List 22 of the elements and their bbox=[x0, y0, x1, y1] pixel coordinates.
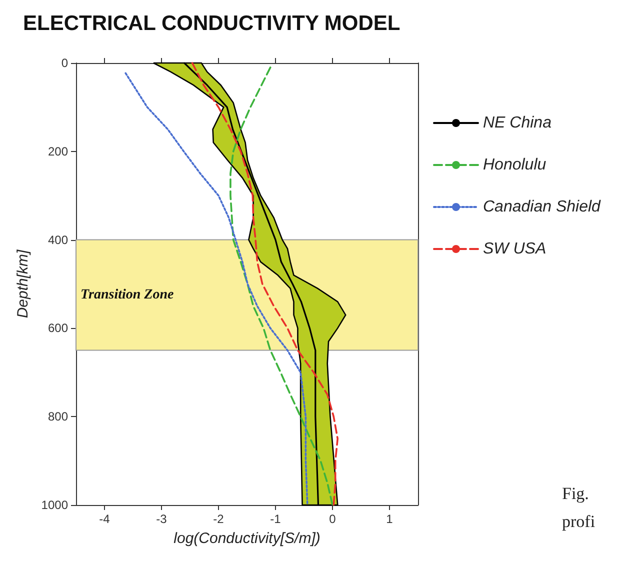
y-tick-label: 1000 bbox=[41, 498, 68, 512]
x-tick-label: -1 bbox=[270, 512, 282, 526]
y-tick-label: 200 bbox=[48, 144, 68, 158]
y-tick-label: 0 bbox=[61, 56, 68, 70]
x-tick-label: 1 bbox=[386, 512, 394, 526]
y-axis-title: Depth[km] bbox=[14, 248, 32, 318]
legend-label: NE China bbox=[483, 114, 552, 132]
chart-title: ELECTRICAL CONDUCTIVITY MODEL bbox=[23, 12, 400, 35]
band-label: Transition Zone bbox=[80, 288, 174, 303]
legend-label: Honolulu bbox=[483, 156, 546, 174]
legend-label: Canadian Shield bbox=[483, 198, 602, 216]
x-axis-title: log(Conductivity[S/m]) bbox=[174, 530, 320, 547]
y-tick-label: 600 bbox=[48, 321, 68, 336]
legend-label: SW USA bbox=[483, 240, 546, 258]
x-tick-label: 0 bbox=[329, 512, 336, 526]
y-tick-label: 400 bbox=[48, 232, 68, 247]
text: Fig. bbox=[562, 484, 589, 504]
x-tick-label: -3 bbox=[156, 512, 168, 526]
y-tick-label: 800 bbox=[48, 410, 68, 424]
x-tick-label: -2 bbox=[213, 512, 224, 526]
text: profi bbox=[562, 512, 596, 532]
x-tick-label: -4 bbox=[99, 512, 110, 526]
